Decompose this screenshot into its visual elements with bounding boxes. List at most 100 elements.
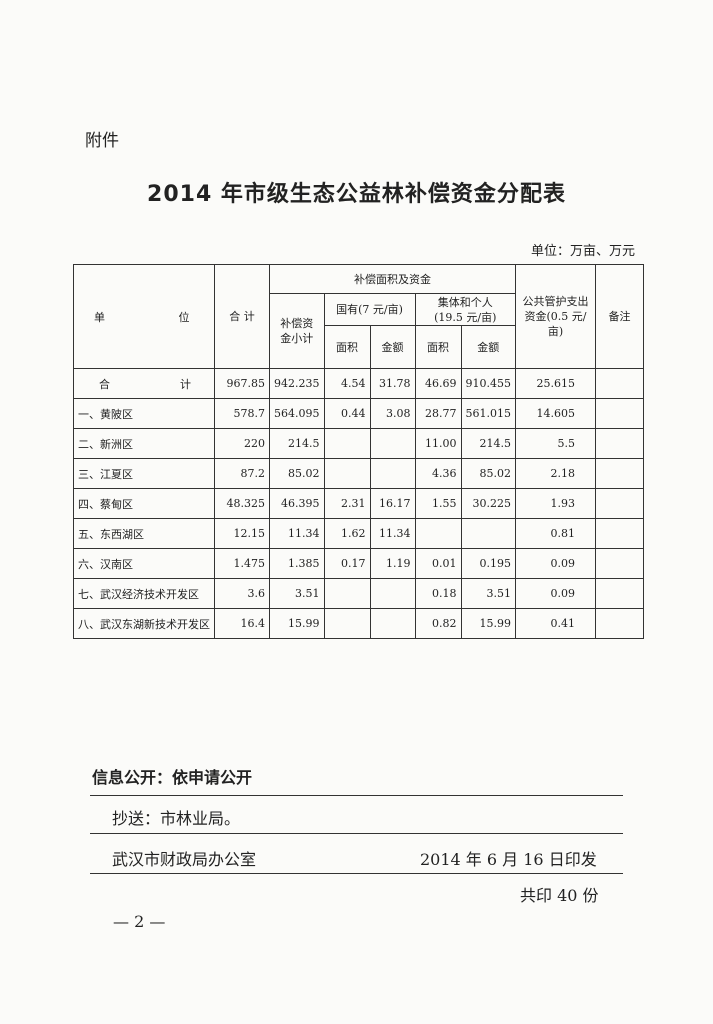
issue-date: 2014 年 6 月 16 日印发 <box>420 850 597 869</box>
total-label-a: 合 <box>99 377 110 391</box>
cell: 1.19 <box>369 548 416 579</box>
cell: 0.81 <box>515 518 596 549</box>
page-number: — 2 — <box>113 912 166 931</box>
table-row: 五、东西湖区 12.15 11.34 1.62 11.34 0.81 <box>73 518 644 549</box>
table-row: 八、武汉东湖新技术开发区 16.4 15.99 0.82 15.99 0.41 <box>73 608 644 639</box>
cell: 11.34 <box>269 518 325 549</box>
table-row: 六、汉南区 1.475 1.385 0.17 1.19 0.01 0.195 0.09 <box>73 548 644 579</box>
cell: 16.17 <box>369 488 416 519</box>
cell: 46.395 <box>269 488 325 519</box>
table-row: 二、新洲区 220 214.5 11.00 214.5 5.5 <box>73 428 644 459</box>
attachment-label: 附件 <box>85 131 119 151</box>
cell: 564.095 <box>269 398 325 429</box>
cell: 214.5 <box>460 428 516 459</box>
cell: 0.18 <box>414 578 462 609</box>
total-label-b: 计 <box>180 377 191 391</box>
divider <box>90 873 623 874</box>
cell: 1.385 <box>269 548 325 579</box>
table-row: 七、武汉经济技术开发区 3.6 3.51 0.18 3.51 0.09 <box>73 578 644 609</box>
cell <box>323 608 371 639</box>
cell <box>414 518 462 549</box>
row-name: 五、东西湖区 <box>73 518 215 549</box>
cell: 910.455 <box>460 368 516 399</box>
cell: 0.09 <box>515 548 596 579</box>
cell <box>595 458 644 489</box>
header-collective: 集体和个人(19.5 元/亩) <box>414 293 516 326</box>
header-group: 补偿面积及资金 <box>269 264 516 294</box>
table-row: 一、黄陂区 578.7 564.095 0.44 3.08 28.77 561.015 14.… <box>73 398 644 429</box>
unit-note: 单位：万亩、万元 <box>530 244 635 259</box>
row-name: 一、黄陂区 <box>73 398 215 429</box>
cell: 11.34 <box>369 518 416 549</box>
row-name: 六、汉南区 <box>73 548 215 579</box>
cell <box>323 458 371 489</box>
cell: 11.00 <box>414 428 462 459</box>
cell <box>460 518 516 549</box>
cell: 0.09 <box>515 578 596 609</box>
cell <box>369 428 416 459</box>
cell <box>323 578 371 609</box>
cell <box>595 608 644 639</box>
cell: 3.51 <box>269 578 325 609</box>
header-subtotal: 补偿资金小计 <box>269 293 325 369</box>
header-collective-amount: 金额 <box>460 325 516 369</box>
row-name: 二、新洲区 <box>73 428 215 459</box>
cell <box>595 428 644 459</box>
cell: 3.6 <box>214 578 270 609</box>
cell <box>369 458 416 489</box>
page-title: 2014 年市级生态公益林补偿资金分配表 <box>147 182 566 207</box>
divider <box>90 833 623 834</box>
cell: 15.99 <box>269 608 325 639</box>
row-name: 七、武汉经济技术开发区 <box>73 578 215 609</box>
row-name: 八、武汉东湖新技术开发区 <box>73 608 215 639</box>
copies-count: 共印 40 份 <box>520 886 599 905</box>
header-unit: 单 位 <box>73 264 215 369</box>
cell: 214.5 <box>269 428 325 459</box>
cell: 1.93 <box>515 488 596 519</box>
cell: 4.36 <box>414 458 462 489</box>
header-state-area: 面积 <box>323 325 371 369</box>
cell <box>595 488 644 519</box>
header-remark: 备注 <box>595 264 644 369</box>
cell: 2.18 <box>515 458 596 489</box>
cell: 1.475 <box>214 548 270 579</box>
header-total: 合 计 <box>214 264 270 369</box>
cell: 0.44 <box>323 398 371 429</box>
info-disclosure: 信息公开：依申请公开 <box>92 768 253 787</box>
total-row: 合 计 967.85 942.235 4.54 31.78 46.69 910.4… <box>73 368 644 399</box>
cell <box>369 608 416 639</box>
cell: 578.7 <box>214 398 270 429</box>
cc-line: 抄送：市林业局。 <box>112 809 241 828</box>
cell: 5.5 <box>515 428 596 459</box>
cell <box>595 518 644 549</box>
cell <box>595 548 644 579</box>
cell: 4.54 <box>323 368 371 399</box>
cell: 85.02 <box>269 458 325 489</box>
cell: 46.69 <box>414 368 462 399</box>
cell <box>369 578 416 609</box>
header-state: 国有(7 元/亩) <box>323 293 416 326</box>
cell: 2.31 <box>323 488 371 519</box>
cell: 967.85 <box>214 368 270 399</box>
table-row: 四、蔡甸区 48.325 46.395 2.31 16.17 1.55 30.225 1.93 <box>73 488 644 519</box>
cell <box>595 398 644 429</box>
cell: 16.4 <box>214 608 270 639</box>
cell <box>323 428 371 459</box>
cell <box>595 368 644 399</box>
allocation-table: 单 位 合 计 补偿面积及资金 公共管护支出资金(0.5 元/亩) 备注 补偿资… <box>73 264 644 639</box>
cell: 14.605 <box>515 398 596 429</box>
row-name: 三、江夏区 <box>73 458 215 489</box>
cell: 220 <box>214 428 270 459</box>
cell: 12.15 <box>214 518 270 549</box>
row-name: 四、蔡甸区 <box>73 488 215 519</box>
cell: 561.015 <box>460 398 516 429</box>
table-row: 三、江夏区 87.2 85.02 4.36 85.02 2.18 <box>73 458 644 489</box>
issuer: 武汉市财政局办公室 <box>112 850 257 869</box>
cell: 30.225 <box>460 488 516 519</box>
header-public: 公共管护支出资金(0.5 元/亩) <box>515 264 596 369</box>
cell: 0.17 <box>323 548 371 579</box>
cell: 0.82 <box>414 608 462 639</box>
header-state-amount: 金额 <box>369 325 416 369</box>
cell: 0.01 <box>414 548 462 579</box>
cell: 25.615 <box>515 368 596 399</box>
